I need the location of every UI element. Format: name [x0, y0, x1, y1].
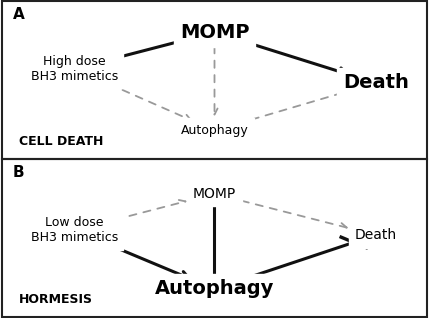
Text: Autophagy: Autophagy: [155, 279, 274, 298]
FancyArrowPatch shape: [240, 40, 347, 75]
Text: Autophagy: Autophagy: [181, 124, 248, 137]
Text: Death: Death: [343, 73, 409, 93]
FancyArrowPatch shape: [242, 201, 347, 229]
Text: CELL DEATH: CELL DEATH: [19, 135, 103, 148]
Text: HORMESIS: HORMESIS: [19, 293, 93, 306]
Text: Low dose
BH3 mimetics: Low dose BH3 mimetics: [31, 216, 118, 244]
FancyArrowPatch shape: [97, 239, 189, 279]
Text: Death: Death: [355, 228, 397, 242]
Text: B: B: [13, 165, 24, 180]
FancyArrowPatch shape: [101, 200, 185, 223]
Text: MOMP: MOMP: [193, 187, 236, 201]
Text: High dose
BH3 mimetics: High dose BH3 mimetics: [31, 55, 118, 83]
FancyArrowPatch shape: [101, 38, 184, 62]
Text: MOMP: MOMP: [180, 23, 249, 42]
FancyArrowPatch shape: [211, 46, 218, 114]
Text: A: A: [13, 7, 24, 22]
FancyArrowPatch shape: [96, 78, 191, 121]
